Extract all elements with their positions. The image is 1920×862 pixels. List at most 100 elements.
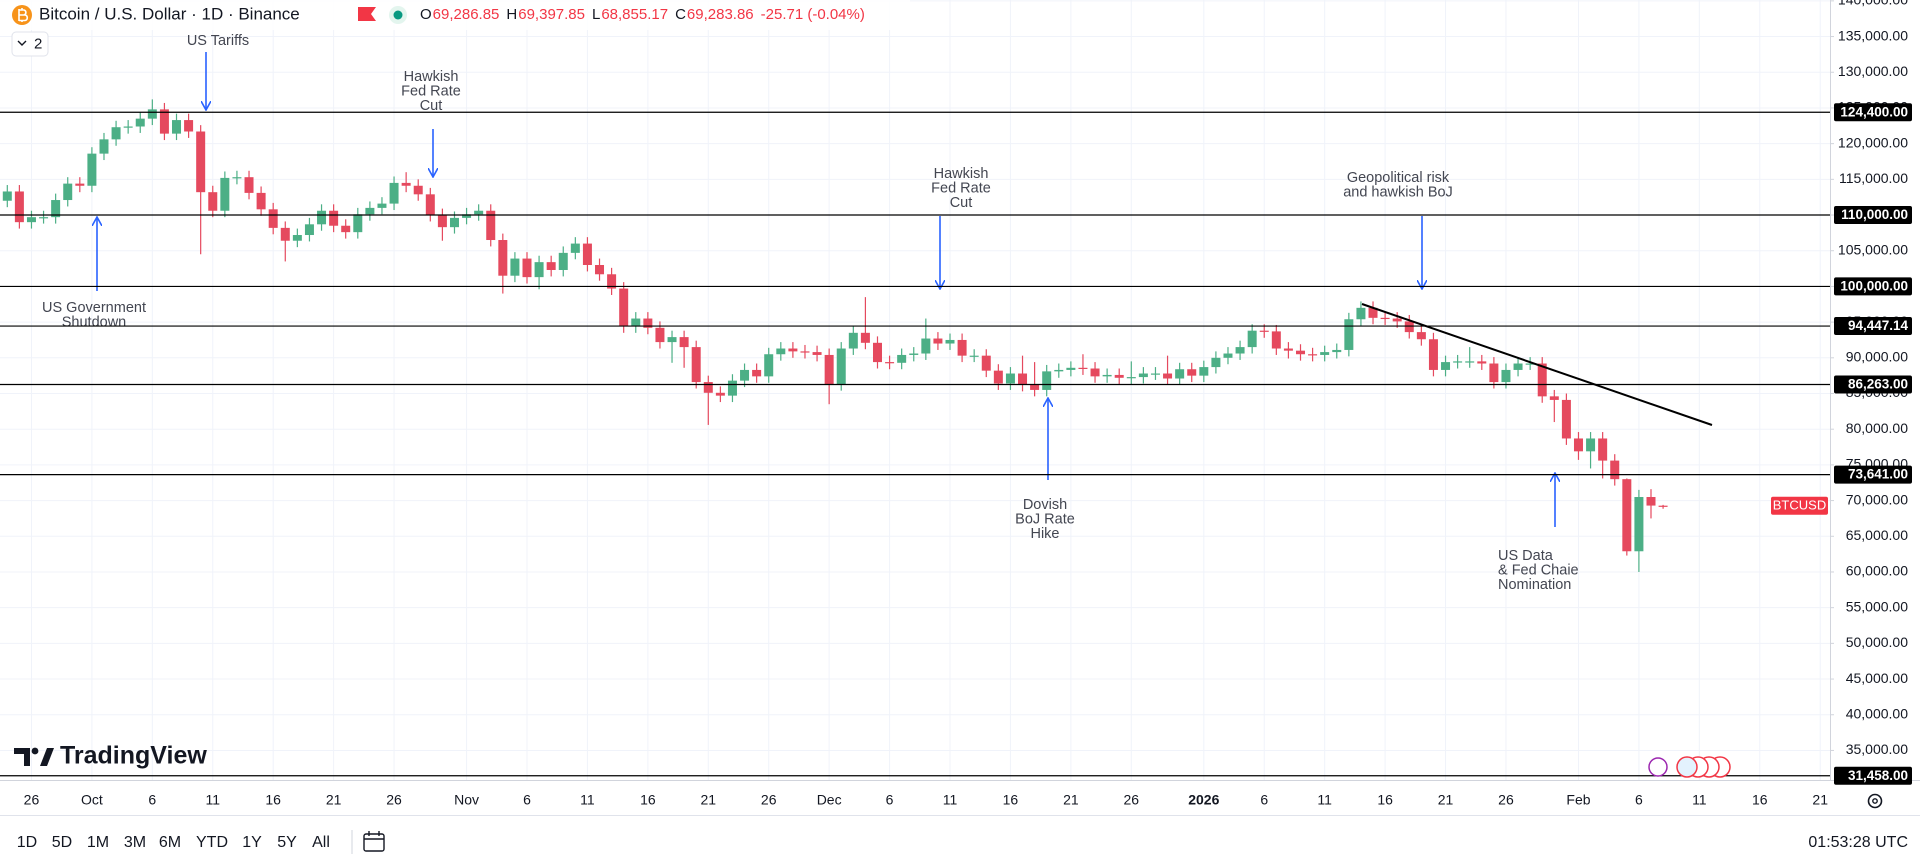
candle-body <box>1622 479 1632 552</box>
candle-body <box>993 370 1003 384</box>
timeframe-button[interactable]: 5Y <box>277 834 297 851</box>
level-label: 100,000.00 <box>1840 278 1908 293</box>
candle-body <box>667 337 677 343</box>
candle-body <box>1537 363 1547 397</box>
level-label: 124,400.00 <box>1840 104 1908 119</box>
candle-body <box>329 210 339 226</box>
candle-body <box>1066 367 1076 370</box>
x-tick-label: 11 <box>1692 792 1707 808</box>
candle-body <box>1658 505 1668 507</box>
timeframe-button[interactable]: 5D <box>52 834 72 851</box>
timeframe-button[interactable]: YTD <box>196 834 228 851</box>
indicator-toggle[interactable] <box>11 31 49 57</box>
candle-body <box>522 258 532 278</box>
y-tick-label: 70,000.00 <box>1846 491 1908 507</box>
x-tick-label: 6 <box>1260 792 1268 808</box>
logo-mark <box>14 748 30 766</box>
candle-body <box>1247 330 1257 348</box>
candle-body <box>631 318 641 327</box>
candle-body <box>26 217 36 223</box>
candle-body <box>558 252 568 270</box>
candle-body <box>655 327 665 343</box>
y-tick-label: 140,000.00 <box>1838 0 1908 8</box>
ohlc-value: 68,855.17 <box>601 6 668 23</box>
candle-body <box>836 348 846 385</box>
candle-body <box>812 352 822 355</box>
event-icon[interactable] <box>1676 756 1698 778</box>
candle-body <box>14 191 24 223</box>
ohlc-label: C <box>675 6 686 23</box>
logo-text: TradingView <box>60 742 207 770</box>
candle-body <box>595 264 605 275</box>
annotation-text: Fed Rate <box>401 84 461 100</box>
event-icon[interactable] <box>1648 757 1668 777</box>
candle-body <box>1332 349 1342 353</box>
timeframe-button[interactable]: All <box>312 834 330 851</box>
timeframe-button[interactable]: 3M <box>124 834 146 851</box>
annotation-text: US Tariffs <box>187 33 249 49</box>
symbol-tag <box>1771 496 1828 515</box>
candle-body <box>1187 369 1197 376</box>
candle-body <box>860 332 870 343</box>
level-label: 86,263.00 <box>1848 377 1908 392</box>
candle-body <box>1610 460 1620 480</box>
ohlc-label: O <box>420 6 432 23</box>
x-tick-label: 16 <box>640 792 656 808</box>
candle-body <box>99 139 109 154</box>
candle-body <box>1573 438 1583 452</box>
candle-body <box>570 243 580 253</box>
candle-body <box>1513 363 1523 370</box>
candle-body <box>1646 497 1656 506</box>
candle-body <box>280 227 290 241</box>
candle-body <box>2 191 12 201</box>
ohlc-label: H <box>506 6 517 23</box>
annotation-text: US Government <box>42 300 146 316</box>
candle-body <box>969 355 979 357</box>
event-icons[interactable] <box>1648 756 1731 778</box>
candle-body <box>1138 373 1148 378</box>
annotation-text: Geopolitical risk <box>1347 170 1450 186</box>
flag-icon[interactable] <box>358 7 376 21</box>
x-tick-label: 11 <box>580 792 595 808</box>
annotation-text: Dovish <box>1023 497 1067 513</box>
calendar-icon[interactable] <box>363 833 385 852</box>
timeframe-button[interactable]: 1D <box>17 834 37 851</box>
candle-body <box>1465 361 1475 363</box>
candle-body <box>1308 354 1318 356</box>
candle-body <box>1114 374 1124 378</box>
candle-body <box>1259 330 1269 332</box>
settings-icon[interactable] <box>1867 793 1883 809</box>
y-tick-label: 135,000.00 <box>1838 27 1908 43</box>
timeframe-button[interactable]: 1Y <box>242 834 262 851</box>
candle-body <box>909 353 919 355</box>
candle-body <box>341 225 351 233</box>
x-tick-label: 6 <box>148 792 156 808</box>
timeframe-button[interactable]: 1M <box>87 834 109 851</box>
candle-body <box>304 224 314 236</box>
level-tag <box>1834 766 1912 785</box>
x-tick-label: 21 <box>1438 792 1454 808</box>
candle-body <box>75 183 85 186</box>
x-tick-label: 11 <box>205 792 220 808</box>
candle-body <box>764 354 774 377</box>
candle-body <box>1392 318 1402 322</box>
x-tick-label: 6 <box>886 792 894 808</box>
levels: 124,400.00 110,000.00 100,000.00 94,447.14 8… <box>0 103 1912 785</box>
level-label: 31,458.00 <box>1848 768 1908 783</box>
level-tag <box>1834 277 1912 296</box>
candle-body <box>1501 369 1511 383</box>
annotation-text: Cut <box>950 195 973 211</box>
candle-body <box>135 118 145 127</box>
candle-body <box>437 215 447 228</box>
candle-body <box>486 210 496 241</box>
candle-body <box>957 339 967 356</box>
candle-body <box>1598 438 1608 461</box>
candle-body <box>462 214 472 218</box>
timeframe-button[interactable]: 6M <box>159 834 181 851</box>
candle-body <box>474 210 484 215</box>
annotation-text: BoJ Rate <box>1015 512 1075 528</box>
x-tick-label: 21 <box>1063 792 1079 808</box>
